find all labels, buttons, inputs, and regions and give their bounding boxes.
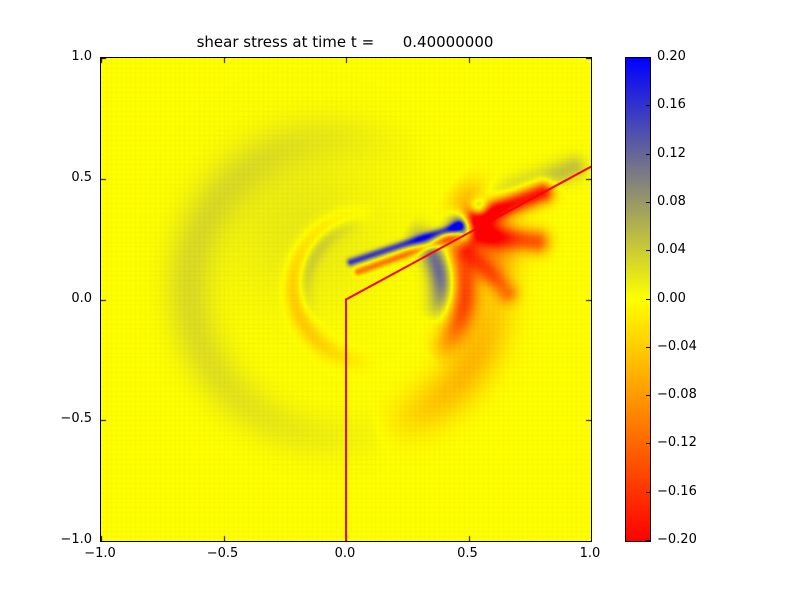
colorbar-tick-label: −0.20: [657, 532, 697, 547]
x-tick-label: −1.0: [84, 546, 116, 561]
colorbar-tick-mark: [646, 395, 650, 396]
colorbar-tick-label: 0.16: [657, 97, 686, 113]
x-tick-label: 0.5: [457, 546, 478, 561]
colorbar-tick-mark: [646, 347, 650, 348]
colorbar-tick-label: −0.16: [657, 483, 697, 499]
y-tick-label: 0.0: [71, 290, 92, 306]
colorbar-tick-label: −0.12: [657, 435, 697, 451]
colorbar-tick-mark: [646, 250, 650, 251]
colorbar-tick-mark: [646, 540, 650, 541]
colorbar-tick-label: 0.04: [657, 242, 686, 258]
y-tick-label: −1.0: [60, 532, 92, 547]
plot-area: [100, 57, 592, 542]
colorbar-tick-label: 0.12: [657, 145, 686, 161]
colorbar-tick-label: −0.08: [657, 387, 697, 403]
x-tick-label: 1.0: [579, 546, 601, 561]
plot-title: shear stress at time t = 0.40000000: [196, 33, 494, 51]
colorbar-tick-label: 0.08: [657, 193, 686, 209]
colorbar-tick-mark: [646, 154, 650, 155]
colorbar-tick-mark: [646, 202, 650, 203]
y-tick-label: 1.0: [71, 49, 92, 64]
colorbar-tick-label: 0.20: [657, 49, 686, 64]
colorbar-tick-label: 0.00: [657, 290, 686, 306]
y-tick-label: 0.5: [71, 169, 92, 185]
colorbar-tick-mark: [646, 105, 650, 106]
colorbar-tick-label: −0.04: [657, 338, 697, 354]
colorbar-tick-mark: [646, 443, 650, 444]
interface-line-overlay: [345, 165, 591, 541]
colorbar-tick-mark: [646, 492, 650, 493]
colorbar-tick-mark: [646, 57, 650, 58]
x-tick-label: −0.5: [206, 546, 239, 561]
x-tick-label: 0.0: [334, 546, 356, 561]
y-tick-label: −0.5: [60, 411, 92, 427]
interface-line: [345, 165, 591, 541]
colorbar-tick-mark: [646, 299, 650, 300]
